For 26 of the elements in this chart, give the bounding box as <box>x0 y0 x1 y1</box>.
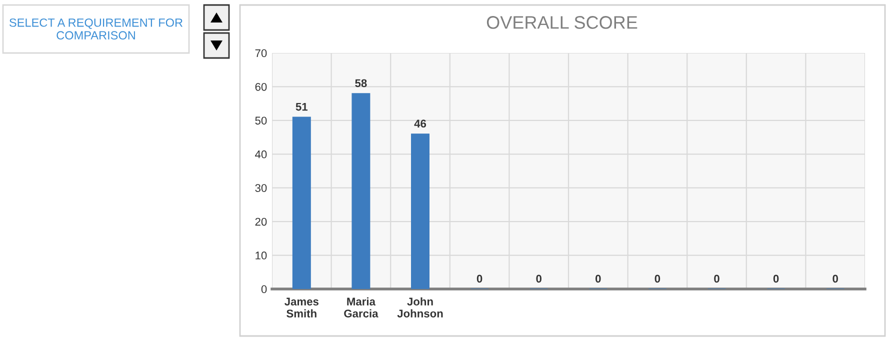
bar <box>411 134 430 289</box>
bar <box>352 93 370 289</box>
y-tick-label: 70 <box>255 49 267 58</box>
y-tick-label: 60 <box>255 82 267 91</box>
text: SELECT A REQUIREMENT FOR COMPARISON <box>9 18 182 40</box>
data-label: 0 <box>596 274 601 283</box>
y-tick-label: 40 <box>255 150 267 158</box>
x-tick-label: James Smith <box>284 298 318 318</box>
data-label: 0 <box>714 274 720 283</box>
data-label: 0 <box>476 274 482 283</box>
y-tick-label: 50 <box>255 116 267 125</box>
x-tick-label: John Johnson <box>397 297 443 318</box>
x-tick-label: Maria Garcia <box>344 297 378 318</box>
data-label: 46 <box>414 120 426 128</box>
data-label: 0 <box>832 274 838 283</box>
data-label: 0 <box>536 274 542 283</box>
data-label: 0 <box>773 274 779 283</box>
y-tick-label: 30 <box>255 184 267 192</box>
y-tick-label: 10 <box>256 252 267 260</box>
bar <box>292 116 311 289</box>
data-label: 51 <box>296 102 308 111</box>
y-tick-label: 20 <box>255 218 267 226</box>
data-label: 0 <box>654 274 660 283</box>
data-label: 58 <box>355 79 367 88</box>
y-tick-label: 0 <box>261 285 267 294</box>
chart-title: OVERALL SCORE <box>486 16 638 29</box>
